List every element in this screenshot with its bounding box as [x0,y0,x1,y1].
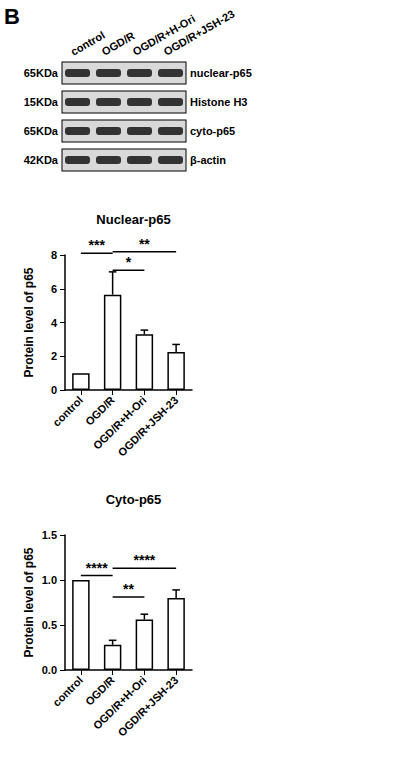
svg-text:65KDa: 65KDa [24,67,59,79]
svg-text:****: **** [86,560,108,576]
svg-text:cyto-p65: cyto-p65 [190,125,235,137]
svg-text:OGD/R+JSH-23: OGD/R+JSH-23 [116,674,181,739]
svg-text:Nuclear-p65: Nuclear-p65 [96,212,170,227]
svg-text:Protein level of p65: Protein level of p65 [22,267,36,377]
svg-text:4: 4 [51,317,58,329]
svg-text:0.0: 0.0 [42,664,57,676]
svg-text:Protein level of p65: Protein level of p65 [22,547,36,657]
svg-text:****: **** [133,552,155,568]
svg-text:6: 6 [51,283,57,295]
svg-text:OGD/R+H-Ori: OGD/R+H-Ori [91,674,149,732]
svg-text:B: B [4,4,20,29]
svg-text:*: * [126,254,132,270]
svg-text:OGD/R: OGD/R [100,29,137,57]
svg-text:control: control [50,394,85,429]
svg-text:OGD/R+H-Ori: OGD/R+H-Ori [130,12,198,58]
svg-text:Cyto-p65: Cyto-p65 [106,492,162,507]
svg-text:***: *** [89,237,106,253]
svg-text:OGD/R+JSH-23: OGD/R+JSH-23 [116,394,181,459]
svg-text:β-actin: β-actin [190,154,226,166]
svg-text:0: 0 [51,384,57,396]
svg-text:8: 8 [51,249,57,261]
svg-text:**: ** [123,581,134,597]
svg-text:0.5: 0.5 [42,619,57,631]
svg-text:OGD/R+JSH-23: OGD/R+JSH-23 [162,7,237,57]
svg-text:control: control [50,674,85,709]
svg-text:15KDa: 15KDa [24,96,59,108]
svg-text:65KDa: 65KDa [24,125,59,137]
svg-text:control: control [69,29,107,58]
svg-text:**: ** [139,236,150,252]
svg-text:OGD/R+H-Ori: OGD/R+H-Ori [91,394,149,452]
svg-text:nuclear-p65: nuclear-p65 [190,67,252,79]
svg-text:42KDa: 42KDa [24,154,59,166]
svg-text:1.0: 1.0 [42,574,57,586]
svg-text:1.5: 1.5 [42,529,57,541]
svg-text:Histone H3: Histone H3 [190,96,247,108]
svg-text:2: 2 [51,350,57,362]
